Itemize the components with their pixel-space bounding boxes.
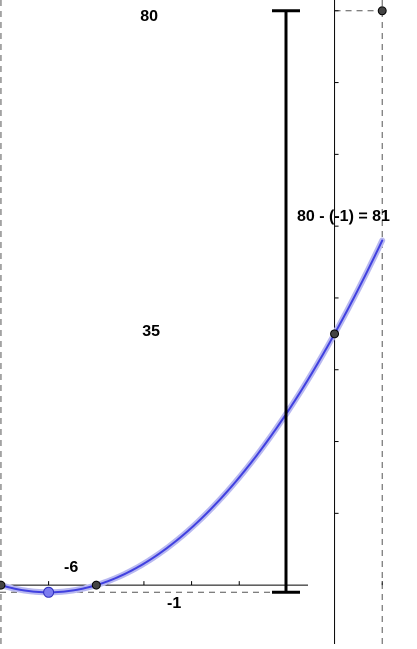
curve-point-4 <box>377 6 387 16</box>
label-intercept: 35 <box>142 323 160 340</box>
label-vertex-x: -6 <box>64 559 78 576</box>
guide-lines <box>0 0 383 644</box>
label-min: -1 <box>167 595 181 612</box>
curve-point-3 <box>330 329 340 339</box>
curve-point-0 <box>0 580 6 590</box>
curve-layer <box>0 237 386 596</box>
function-curve <box>0 239 384 594</box>
axes <box>0 0 383 644</box>
curve-point-1 <box>91 580 101 590</box>
vertex-point <box>43 586 55 598</box>
curve-halo <box>0 237 386 596</box>
label-max: 80 <box>140 8 158 25</box>
label-range-expression: 80 - (-1) = 81 <box>297 208 390 225</box>
points-layer <box>0 6 387 598</box>
range-bracket <box>272 9 300 594</box>
